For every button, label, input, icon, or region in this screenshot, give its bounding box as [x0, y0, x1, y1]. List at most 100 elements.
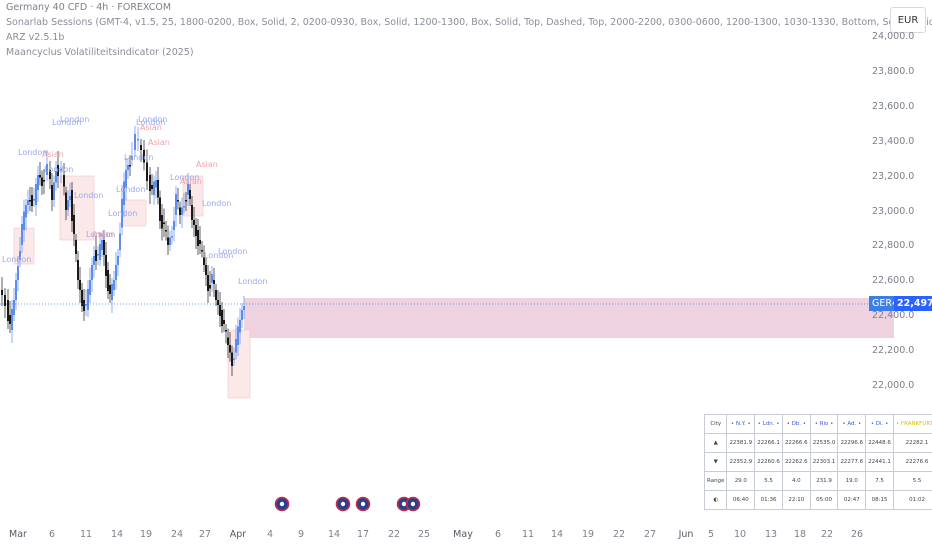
time-axis-label: 6 — [494, 529, 502, 540]
time-axis-label: 18 — [793, 529, 807, 540]
candle-body — [137, 139, 139, 141]
candle-body — [77, 260, 79, 280]
time-axis-label: 17 — [356, 529, 370, 540]
session-label: London — [238, 277, 267, 286]
sessions-table-cell: • Ldn. • — [754, 414, 783, 434]
symbol-title[interactable]: Germany 40 CFD · 4h · FOREXCOM — [6, 2, 172, 13]
candle-body — [111, 284, 113, 300]
candle-body — [19, 251, 21, 260]
candle-body — [89, 280, 91, 295]
candle-body — [167, 237, 169, 245]
indicator-arz[interactable]: ARZ v2.5.1b — [6, 32, 65, 43]
candle-body — [113, 280, 115, 290]
time-axis-label: 14 — [550, 529, 564, 540]
candle-body — [27, 200, 29, 205]
session-label: London — [170, 173, 199, 182]
time-axis-label: Apr — [229, 529, 247, 540]
moon-phase-icon[interactable] — [405, 496, 421, 512]
candle-body — [60, 169, 62, 171]
candle-body — [55, 171, 57, 183]
candle-body — [37, 175, 39, 190]
time-axis-label: 13 — [764, 529, 778, 540]
candle-body — [161, 215, 163, 229]
candle-body — [83, 300, 85, 311]
candle-body — [195, 225, 197, 236]
candle-body — [159, 197, 161, 221]
session-label: London — [86, 230, 115, 239]
indicator-moon-volatility[interactable]: Maancyclus Volatiliteitsindicator (2025) — [6, 47, 194, 58]
price-axis-label: 22,800.0 — [872, 240, 915, 252]
candle-body — [105, 255, 107, 276]
candle-body — [193, 220, 195, 225]
candle-body — [91, 265, 93, 280]
moon-phase-icon[interactable] — [274, 496, 290, 512]
last-price-tag: 22,497.1 — [894, 296, 932, 311]
candle-body — [163, 222, 165, 224]
indicator-sonarlab[interactable]: Sonarlab Sessions (GMT-4, v1.5, 25, 1800… — [6, 17, 932, 28]
candle-body — [155, 180, 157, 188]
candle-body — [73, 215, 75, 234]
candle-body — [211, 274, 213, 283]
sessions-table-cell: City — [703, 414, 728, 434]
time-axis-label: 5 — [707, 529, 715, 540]
candle-body — [140, 145, 142, 150]
sessions-table-cell: 22381.9 — [726, 433, 756, 453]
price-axis-label: 23,400.0 — [872, 135, 915, 147]
candle-body — [35, 184, 37, 205]
session-label: London — [74, 191, 103, 200]
sessions-table-cell: • Db. • — [781, 414, 811, 434]
session-label: Asian — [148, 138, 170, 147]
time-axis-label: May — [453, 529, 473, 540]
candle-body — [207, 275, 209, 291]
candle-body — [241, 310, 243, 320]
price-axis-label: 22,400.0 — [872, 310, 915, 322]
sessions-table-cell: 22282.1 — [892, 433, 932, 453]
moon-phase-icon[interactable] — [335, 496, 351, 512]
candle-body — [103, 240, 105, 255]
sessions-table-cell: 22277.6 — [837, 452, 867, 472]
candle-body — [149, 175, 151, 191]
candle-body — [25, 205, 27, 218]
candle-body — [183, 206, 185, 208]
candle-body — [151, 185, 153, 189]
candle-body — [107, 270, 109, 291]
price-axis-label: 23,600.0 — [872, 100, 915, 112]
session-label: London — [202, 199, 231, 208]
candle-body — [15, 280, 17, 300]
time-axis-label: 11 — [79, 529, 93, 540]
price-axis-label: 23,000.0 — [872, 205, 915, 217]
time-axis-label: 22 — [820, 529, 834, 540]
session-label: Asian — [42, 150, 64, 159]
time-axis-label: 9 — [297, 529, 305, 540]
candle-body — [7, 300, 9, 321]
candle-body — [187, 184, 189, 195]
sessions-table-cell: 22441.1 — [865, 452, 894, 472]
sessions-table-cell: 06:40 — [726, 490, 756, 510]
candle-body — [199, 240, 201, 244]
currency-button[interactable]: EUR — [890, 7, 926, 33]
sessions-table-row: ▲ 22381.9 22266.1 22266.6 22535.0 22296.6 2244… — [703, 433, 932, 453]
candle-body — [99, 244, 101, 260]
candle-body — [65, 192, 67, 210]
candle-body — [231, 352, 233, 366]
sessions-table-cell: • Ad. • — [837, 414, 867, 434]
session-label: London — [204, 251, 233, 260]
candle-body — [69, 196, 71, 200]
chart-legend: Germany 40 CFD · 4h · FOREXCOM Sonarlab … — [6, 0, 932, 60]
sessions-table-cell: 01:36 — [754, 490, 783, 510]
candle-body — [205, 265, 207, 275]
sessions-table-cell: • Rio • — [809, 414, 839, 434]
candle-body — [41, 177, 43, 186]
time-axis-label: 14 — [110, 529, 124, 540]
candle-body — [127, 165, 129, 170]
session-label: Asian — [196, 160, 218, 169]
candle-body — [117, 256, 119, 265]
candle-body — [1, 290, 3, 295]
candle-body — [223, 320, 225, 324]
candle-body — [11, 309, 13, 330]
session-label: Asian — [140, 123, 162, 132]
sessions-table-cell: 22303.1 — [809, 452, 839, 472]
candle-body — [233, 358, 235, 360]
moon-phase-icon[interactable] — [355, 496, 371, 512]
